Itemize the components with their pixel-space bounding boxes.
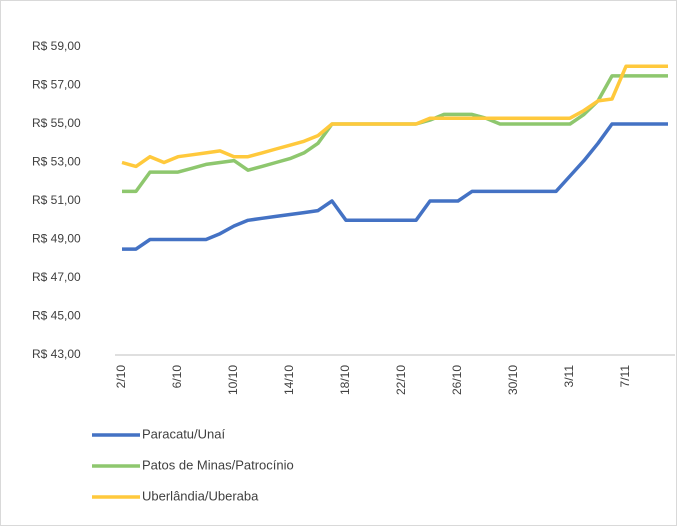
y-tick-label: R$ 57,00 [32,78,81,92]
x-tick-label: 22/10 [394,365,408,395]
y-tick-label: R$ 53,00 [32,155,81,169]
y-tick-label: R$ 55,00 [32,116,81,130]
series-line [122,74,668,194]
x-tick-label: 7/11 [618,365,632,388]
x-tick-label: 30/10 [506,365,520,395]
series-line [121,64,668,169]
x-tick-label: 10/10 [226,365,240,395]
x-tick-label: 26/10 [450,365,464,395]
legend-label: Paracatu/Unaí [142,426,225,441]
y-tick-label: R$ 59,00 [32,39,81,53]
x-tick-label: 2/10 [114,365,128,389]
legend-label: Uberlândia/Uberaba [142,488,259,503]
y-tick-label: R$ 51,00 [32,193,81,207]
x-tick-label: 14/10 [282,365,296,395]
legend-label: Patos de Minas/Patrocínio [142,457,294,472]
series-line [122,122,668,251]
x-tick-label: 3/11 [562,365,576,388]
y-tick-label: R$ 49,00 [32,232,81,246]
y-tick-label: R$ 43,00 [32,347,81,361]
x-tick-label: 18/10 [338,365,352,395]
y-tick-label: R$ 47,00 [32,270,81,284]
x-tick-label: 6/10 [170,365,184,389]
y-tick-label: R$ 45,00 [32,309,81,323]
